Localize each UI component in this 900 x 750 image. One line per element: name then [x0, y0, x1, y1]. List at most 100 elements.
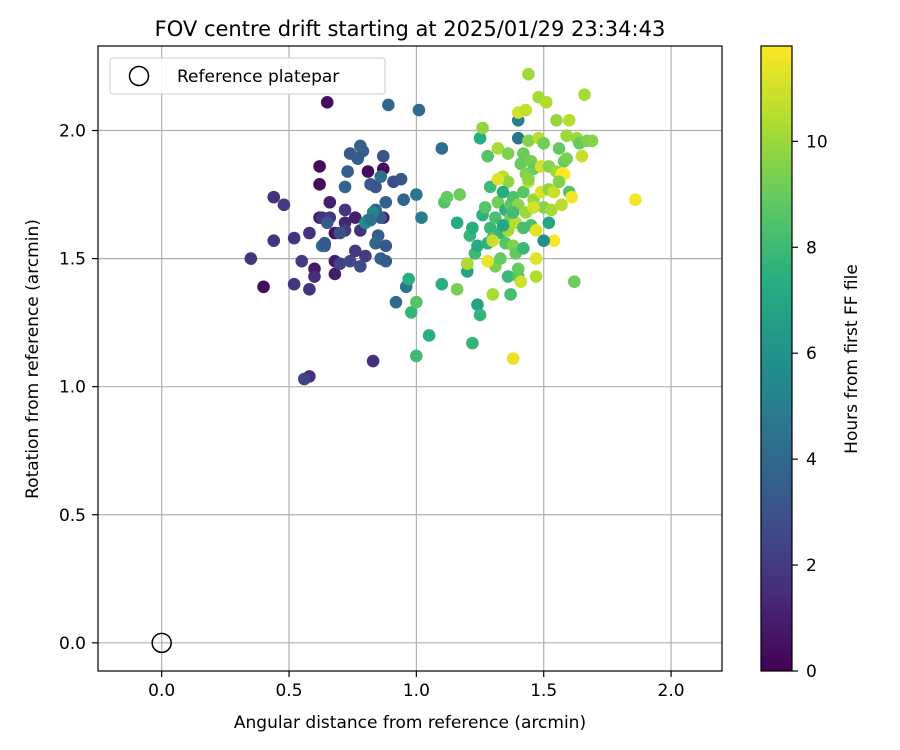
- scatter-point: [496, 219, 510, 232]
- x-tick-label: 2.0: [658, 681, 685, 701]
- scatter-point: [537, 234, 551, 247]
- scatter-point: [379, 254, 393, 268]
- scatter-point: [244, 252, 258, 265]
- chart-title: FOV centre drift starting at 2025/01/29 …: [155, 17, 666, 41]
- scatter-point: [491, 195, 505, 209]
- scatter-point: [489, 211, 502, 224]
- scatter-point: [560, 129, 573, 142]
- scatter-point: [629, 193, 642, 206]
- scatter-point: [511, 131, 525, 145]
- x-tick-label: 0.5: [275, 681, 302, 701]
- scatter-point: [501, 270, 515, 283]
- scatter-point: [435, 277, 449, 291]
- axis-ticks: 0.0 0.5 1.0 1.5 2.0 0.0 0.5 1.0 1.5 2.0: [59, 122, 685, 701]
- scatter-point: [478, 201, 492, 214]
- colorbar-label: Hours from first FF file: [842, 264, 862, 454]
- scatter-point: [320, 96, 334, 109]
- scatter-point: [450, 216, 464, 230]
- scatter-point: [471, 239, 484, 253]
- scatter-point: [338, 203, 352, 217]
- colorbar-gradient: [760, 45, 793, 672]
- scatter-point: [333, 257, 347, 271]
- scatter-point: [338, 180, 352, 194]
- scatter-point: [461, 257, 474, 271]
- scatter-point: [295, 254, 309, 268]
- x-tick-label: 1.0: [403, 681, 430, 701]
- scatter-point: [453, 188, 466, 201]
- scatter-point: [389, 295, 403, 309]
- legend-box: [109, 57, 386, 95]
- scatter-point: [466, 221, 479, 235]
- scatter-point: [257, 280, 270, 294]
- scatter-point: [517, 242, 530, 255]
- scatter-point: [501, 175, 515, 189]
- scatter-point: [585, 134, 599, 148]
- y-tick-label: 0.5: [59, 506, 86, 526]
- scatter-point: [379, 195, 393, 209]
- scatter-point: [415, 211, 428, 224]
- legend-marker-icon: [128, 65, 150, 87]
- scatter-point: [435, 142, 449, 155]
- scatter-point: [552, 142, 566, 155]
- scatter-point: [506, 352, 520, 365]
- scatter-point: [374, 170, 388, 183]
- colorbar-tick-label: 6: [806, 344, 817, 364]
- scatter-point: [450, 283, 464, 296]
- scatter-point: [519, 103, 533, 117]
- scatter-point: [514, 275, 528, 288]
- scatter-point: [481, 254, 494, 268]
- plot-area: 0.0 0.5 1.0 1.5 2.0 0.0 0.5 1.0 1.5 2.0: [59, 45, 723, 701]
- scatter-point: [359, 249, 372, 263]
- legend: Reference platepar: [109, 57, 386, 95]
- scatter-point: [471, 298, 484, 312]
- scatter-point: [382, 98, 395, 112]
- scatter-point: [267, 234, 281, 247]
- scatter-point: [517, 185, 530, 199]
- scatter-point: [466, 336, 479, 350]
- y-axis-label: Rotation from reference (arcmin): [23, 219, 43, 499]
- scatter-point: [267, 190, 281, 204]
- x-tick-label: 0.0: [148, 681, 175, 701]
- scatter-point: [298, 372, 311, 386]
- scatter-point: [562, 113, 576, 127]
- scatter-point: [361, 165, 375, 178]
- scatter-point: [366, 354, 380, 368]
- y-tick-label: 1.0: [59, 378, 86, 398]
- scatter-point: [348, 244, 362, 258]
- scatter-point: [555, 198, 568, 212]
- y-tick-label: 0.0: [59, 634, 86, 654]
- scatter-point: [328, 267, 342, 281]
- colorbar-tick-label: 2: [806, 556, 817, 576]
- scatter-point: [529, 252, 543, 265]
- scatter-point: [348, 211, 362, 224]
- reference-marker: [151, 632, 172, 654]
- scatter-point: [511, 262, 525, 276]
- scatter-point: [308, 270, 321, 283]
- scatter-point: [287, 277, 301, 291]
- scatter-point: [494, 252, 507, 265]
- scatter-point: [440, 190, 454, 204]
- colorbar-ticks: 0 2 4 6 8 10: [792, 132, 828, 682]
- scatter-point: [313, 160, 326, 173]
- legend-label: Reference platepar: [177, 67, 339, 87]
- scatter-point: [397, 193, 410, 206]
- scatter-point: [343, 254, 357, 268]
- colorbar-tick-label: 0: [806, 662, 817, 682]
- scatter-point: [277, 198, 291, 212]
- scatter-point: [565, 190, 579, 204]
- scatter-point: [575, 149, 589, 163]
- scatter-point: [313, 178, 326, 191]
- x-tick-label: 1.5: [530, 681, 557, 701]
- scatter-point: [522, 67, 535, 81]
- scatter-point: [364, 213, 377, 227]
- scatter-point: [550, 113, 563, 127]
- scatter-point: [539, 96, 553, 109]
- scatter-point: [486, 288, 500, 301]
- scatter-point: [547, 185, 561, 199]
- scatter-point: [496, 185, 510, 199]
- scatter-point: [483, 180, 497, 194]
- colorbar-tick-label: 8: [806, 238, 817, 258]
- scatter-point: [517, 221, 530, 235]
- scatter-point: [410, 349, 423, 363]
